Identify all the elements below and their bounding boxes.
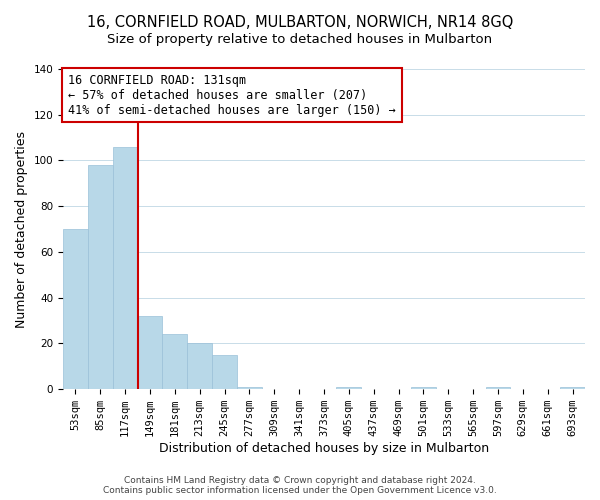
Text: Size of property relative to detached houses in Mulbarton: Size of property relative to detached ho… <box>107 32 493 46</box>
Bar <box>485 387 511 389</box>
Bar <box>411 387 436 389</box>
Y-axis label: Number of detached properties: Number of detached properties <box>15 130 28 328</box>
Bar <box>163 334 187 389</box>
Text: 16, CORNFIELD ROAD, MULBARTON, NORWICH, NR14 8GQ: 16, CORNFIELD ROAD, MULBARTON, NORWICH, … <box>87 15 513 30</box>
Bar <box>560 387 585 389</box>
Bar <box>113 147 137 389</box>
Bar <box>63 229 88 389</box>
Bar <box>187 344 212 389</box>
Text: Contains HM Land Registry data © Crown copyright and database right 2024.
Contai: Contains HM Land Registry data © Crown c… <box>103 476 497 495</box>
Bar <box>237 387 262 389</box>
X-axis label: Distribution of detached houses by size in Mulbarton: Distribution of detached houses by size … <box>159 442 489 455</box>
Bar <box>137 316 163 389</box>
Bar <box>88 165 113 389</box>
Bar <box>212 355 237 389</box>
Text: 16 CORNFIELD ROAD: 131sqm
← 57% of detached houses are smaller (207)
41% of semi: 16 CORNFIELD ROAD: 131sqm ← 57% of detac… <box>68 74 396 116</box>
Bar <box>337 387 361 389</box>
